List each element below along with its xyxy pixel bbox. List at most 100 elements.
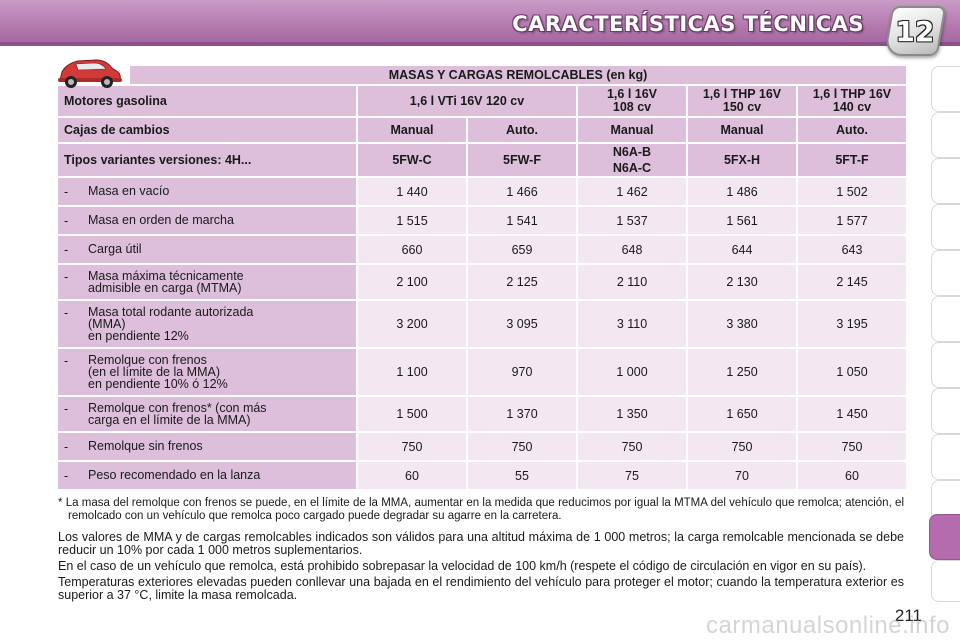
value-cell: 2 100 — [358, 265, 466, 299]
row-label: Remolque con frenos (en el límite de la … — [88, 353, 228, 391]
bullet-dash: - — [64, 306, 69, 320]
engine-header: 1,6 l 16V 108 cv — [578, 86, 686, 116]
note-paragraph: Temperaturas exteriores elevadas pueden … — [58, 575, 904, 602]
value-cell: 970 — [468, 349, 576, 395]
chapter-tab[interactable] — [931, 342, 960, 388]
row-label: Masa en orden de marcha — [88, 212, 234, 227]
chapter-tab[interactable] — [931, 204, 960, 250]
value-cell: 1 561 — [688, 207, 796, 234]
chapter-tab[interactable] — [931, 560, 960, 602]
gearbox-label: Cajas de cambios — [58, 118, 356, 142]
value-cell: 1 486 — [688, 178, 796, 205]
row-label: Masa máxima técnicamente admisible en ca… — [88, 269, 244, 295]
value-cell: 3 380 — [688, 301, 796, 347]
value-cell: 1 650 — [688, 397, 796, 431]
bullet-dash: - — [64, 270, 69, 284]
chapter-tab[interactable] — [931, 158, 960, 204]
value-cell: 1 440 — [358, 178, 466, 205]
gearbox-cell: Auto. — [468, 118, 576, 142]
row-label: Masa total rodante autorizada (MMA) en p… — [88, 305, 254, 343]
bullet-dash: - — [64, 468, 69, 483]
note-paragraph: En el caso de un vehículo que remolca, e… — [58, 559, 867, 573]
bullet-dash: - — [64, 184, 69, 199]
value-cell: 1 502 — [798, 178, 906, 205]
gearbox-cell: Manual — [358, 118, 466, 142]
gearbox-cell: Manual — [578, 118, 686, 142]
value-cell: 1 537 — [578, 207, 686, 234]
variant-cell: 5FW-F — [468, 144, 576, 176]
chapter-tab[interactable] — [931, 388, 960, 434]
chapter-tab[interactable] — [931, 66, 960, 112]
row-label-cell: - Masa en vacío — [58, 178, 356, 205]
value-cell: 3 200 — [358, 301, 466, 347]
variants-label: Tipos variantes versiones: 4H... — [58, 144, 356, 176]
row-label: Carga útil — [88, 241, 142, 256]
page-title: CARACTERÍSTICAS TÉCNICAS — [512, 12, 864, 36]
value-cell: 750 — [688, 433, 796, 460]
masses-table: MASAS Y CARGAS REMOLCABLES (en kg) Motor… — [56, 64, 908, 491]
chapter-tabs — [928, 66, 960, 606]
car-icon — [58, 59, 122, 88]
chapter-number: 12 — [895, 15, 935, 48]
variant-cell: 5FT-F — [798, 144, 906, 176]
row-label: Peso recomendado en la lanza — [88, 467, 261, 482]
value-cell: 2 125 — [468, 265, 576, 299]
table-row: - Remolque con frenos (en el límite de la… — [58, 349, 906, 395]
row-label: Remolque sin frenos — [88, 438, 203, 453]
row-label: Masa en vacío — [88, 183, 170, 198]
row-label-cell: - Remolque con frenos* (con más carga en … — [58, 397, 356, 431]
value-cell: 1 000 — [578, 349, 686, 395]
row-label-cell: - Peso recomendado en la lanza — [58, 462, 356, 489]
chapter-tab[interactable] — [931, 112, 960, 158]
value-cell: 648 — [578, 236, 686, 263]
row-label-cell: - Remolque con frenos (en el límite de la… — [58, 349, 356, 395]
gearbox-cell: Manual — [688, 118, 796, 142]
value-cell: 750 — [578, 433, 686, 460]
value-cell: 60 — [798, 462, 906, 489]
value-cell: 75 — [578, 462, 686, 489]
value-cell: 1 050 — [798, 349, 906, 395]
value-cell: 60 — [358, 462, 466, 489]
value-cell: 3 095 — [468, 301, 576, 347]
value-cell: 1 500 — [358, 397, 466, 431]
value-cell: 3 110 — [578, 301, 686, 347]
page-number: 211 — [894, 606, 922, 625]
engines-label: Motores gasolina — [58, 86, 356, 116]
value-cell: 644 — [688, 236, 796, 263]
chapter-badge: 12 — [883, 6, 947, 56]
chapter-tab-active[interactable] — [929, 514, 960, 560]
table-row: - Masa máxima técnicamente admisible en c… — [58, 265, 906, 299]
value-cell: 750 — [358, 433, 466, 460]
engine-header: 1,6 l VTi 16V 120 cv — [358, 86, 576, 116]
chapter-tab[interactable] — [931, 250, 960, 296]
row-label: Remolque con frenos* (con más carga en e… — [88, 401, 267, 427]
table-row: - Masa total rodante autorizada (MMA) en … — [58, 301, 906, 347]
value-cell: 1 541 — [468, 207, 576, 234]
gearbox-cell: Auto. — [798, 118, 906, 142]
table-row: - Remolque sin frenos 750 750 750 750 750 — [58, 433, 906, 460]
value-cell: 1 466 — [468, 178, 576, 205]
table-title: MASAS Y CARGAS REMOLCABLES (en kg) — [130, 66, 906, 84]
note-paragraph: Los valores de MMA y de cargas remolcabl… — [58, 530, 904, 557]
value-cell: 1 100 — [358, 349, 466, 395]
value-cell: 750 — [468, 433, 576, 460]
variant-cell: 5FW-C — [358, 144, 466, 176]
bullet-dash: - — [64, 354, 69, 368]
value-cell: 1 350 — [578, 397, 686, 431]
value-cell: 750 — [798, 433, 906, 460]
chapter-tab[interactable] — [931, 296, 960, 342]
footnote: * La masa del remolque con frenos se pue… — [58, 497, 904, 522]
header-band — [0, 0, 960, 46]
notes-section: * La masa del remolque con frenos se pue… — [58, 497, 904, 605]
value-cell: 659 — [468, 236, 576, 263]
value-cell: 2 145 — [798, 265, 906, 299]
value-cell: 1 450 — [798, 397, 906, 431]
value-cell: 1 250 — [688, 349, 796, 395]
row-label-cell: - Carga útil — [58, 236, 356, 263]
bullet-dash: - — [64, 402, 69, 416]
chapter-tab[interactable] — [931, 434, 960, 480]
value-cell: 643 — [798, 236, 906, 263]
row-label-cell: - Remolque sin frenos — [58, 433, 356, 460]
bullet-dash: - — [64, 242, 69, 257]
value-cell: 2 110 — [578, 265, 686, 299]
